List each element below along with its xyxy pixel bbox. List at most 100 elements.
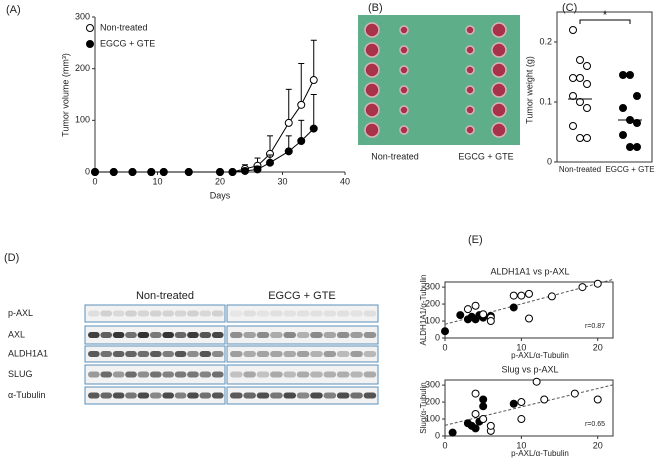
- band: [137, 351, 150, 357]
- band: [149, 392, 162, 399]
- point: [583, 80, 591, 88]
- band: [256, 351, 270, 357]
- point: [228, 168, 237, 176]
- point: [540, 395, 549, 404]
- band: [199, 332, 212, 338]
- band: [88, 332, 100, 338]
- band: [270, 392, 283, 399]
- band: [149, 371, 162, 378]
- band: [162, 332, 175, 338]
- point: [583, 104, 591, 112]
- y-tick-label: 200: [425, 396, 440, 406]
- band: [310, 371, 323, 378]
- x-tick-label: 0: [92, 176, 97, 186]
- point: [479, 415, 488, 424]
- point: [517, 398, 526, 407]
- x-axis-label: Days: [210, 190, 231, 200]
- tumor: [465, 125, 475, 135]
- band: [187, 332, 199, 338]
- point: [309, 76, 318, 85]
- band: [283, 371, 297, 378]
- x-tick-label: 20: [593, 440, 603, 450]
- y-tick-label: 100: [425, 413, 440, 423]
- band: [363, 332, 377, 338]
- row-label: α-Tubulin: [8, 390, 45, 400]
- point: [448, 428, 457, 437]
- band: [211, 392, 224, 399]
- plot-frame: [556, 11, 653, 163]
- x-tick-label: 30: [277, 176, 287, 186]
- tumor: [491, 22, 507, 38]
- x-tick-label: EGCG + GTE: [605, 165, 654, 174]
- band: [296, 332, 310, 338]
- blot-box: [226, 304, 379, 323]
- point: [486, 421, 495, 430]
- point: [569, 122, 577, 130]
- y-axis-label: Slug/α-Tubulin: [419, 382, 428, 433]
- band: [112, 371, 125, 378]
- band: [88, 371, 100, 378]
- band: [323, 371, 337, 378]
- band: [296, 392, 310, 399]
- point: [109, 168, 118, 176]
- group-label: EGCG + GTE: [268, 290, 336, 302]
- band: [310, 351, 323, 357]
- point: [266, 158, 274, 167]
- band: [336, 310, 350, 317]
- band: [125, 392, 137, 399]
- panel-label: (A): [6, 4, 21, 16]
- band: [243, 371, 256, 378]
- band: [199, 310, 212, 317]
- point: [309, 124, 318, 133]
- band: [270, 332, 283, 338]
- point: [547, 292, 556, 301]
- band: [211, 310, 224, 317]
- group-label: EGCG + GTE: [458, 151, 513, 161]
- band: [323, 332, 337, 338]
- band: [100, 392, 113, 399]
- annotation: r=0.87: [585, 323, 605, 330]
- point: [570, 389, 579, 398]
- x-tick-label: Non-treated: [559, 165, 601, 174]
- x-tick-label: 10: [516, 440, 526, 450]
- band: [149, 351, 162, 357]
- point: [576, 98, 584, 106]
- tumor: [465, 25, 475, 35]
- band: [243, 392, 256, 399]
- plot-frame: [444, 379, 614, 437]
- point: [284, 147, 293, 156]
- y-tick-label: 0: [435, 430, 440, 440]
- point: [593, 395, 602, 404]
- blot-box: [226, 386, 379, 405]
- tumor: [465, 85, 475, 95]
- point: [619, 104, 627, 112]
- band: [323, 351, 337, 357]
- panel-label: (D): [4, 252, 19, 264]
- tumor: [364, 82, 380, 98]
- annotation: r=0.65: [585, 421, 605, 428]
- panel-label: (C): [562, 2, 577, 14]
- band: [310, 392, 323, 399]
- point: [576, 56, 584, 64]
- trend-line: [444, 278, 614, 325]
- tumor: [465, 65, 475, 75]
- tumor: [491, 42, 507, 58]
- point: [593, 279, 602, 288]
- band: [336, 392, 350, 399]
- band: [88, 351, 100, 357]
- band: [350, 392, 363, 399]
- point: [297, 100, 306, 109]
- band: [137, 332, 150, 338]
- band: [100, 351, 113, 357]
- band: [230, 351, 243, 357]
- y-axis-label: Tumor weight (g): [524, 56, 534, 124]
- band: [310, 310, 323, 317]
- photo: [358, 15, 520, 145]
- band: [363, 310, 377, 317]
- band: [199, 371, 212, 378]
- point: [509, 399, 518, 408]
- tumor: [399, 105, 409, 115]
- y-tick-label: 100: [425, 315, 440, 325]
- point: [583, 62, 591, 70]
